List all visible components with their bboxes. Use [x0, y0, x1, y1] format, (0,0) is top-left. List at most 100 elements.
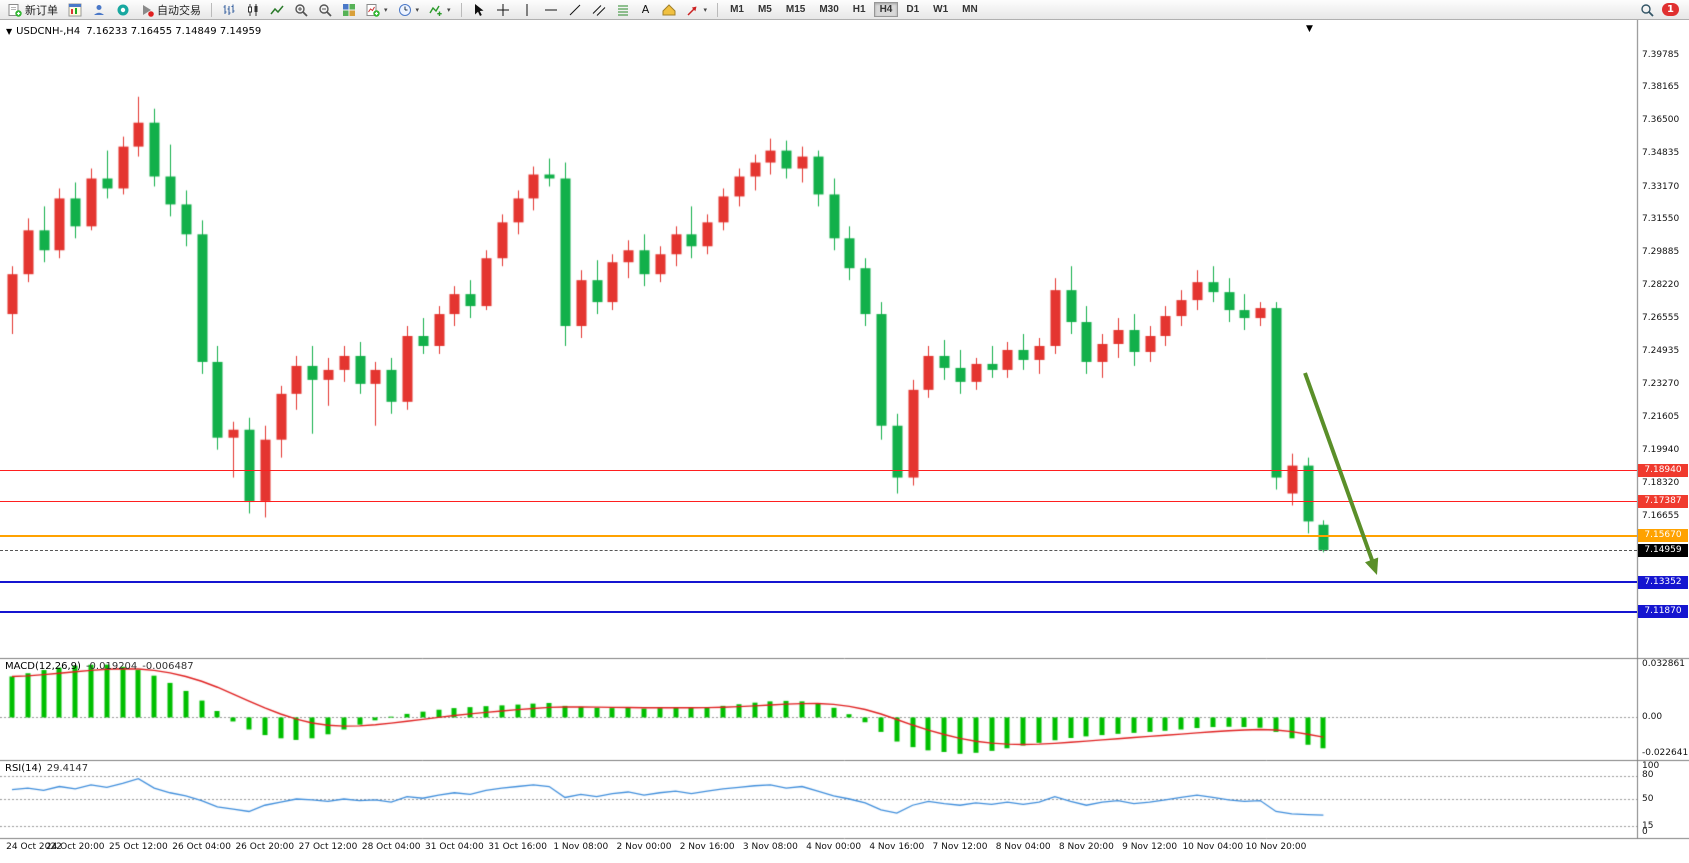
rsi-name: RSI(14): [5, 763, 42, 774]
time-axis-label: 24 Oct 2022: [6, 842, 62, 852]
price-axis-label: 7.18320: [1642, 477, 1680, 488]
current-price-line[interactable]: [0, 549, 1637, 551]
notification-badge[interactable]: 1: [1662, 3, 1679, 16]
rsi-value: 29.4147: [46, 763, 89, 774]
time-axis-label: 4 Nov 00:00: [806, 842, 862, 852]
time-axis-label: 2 Nov 00:00: [616, 842, 672, 852]
resistance-line-2[interactable]: [0, 501, 1637, 503]
price-axis-label: 7.29885: [1642, 247, 1680, 258]
trend-arrow-annotation[interactable]: [1290, 365, 1390, 600]
time-axis-label: 3 Nov 08:00: [742, 842, 798, 852]
price-axis-label: 7.38165: [1642, 81, 1680, 92]
bar-chart-mode-button[interactable]: [218, 0, 240, 20]
auto-trading-status-icon: [140, 3, 154, 17]
charts-window-button[interactable]: [64, 0, 86, 20]
time-axis-label: 26 Oct 04:00: [172, 842, 231, 852]
timeframe-d1[interactable]: D1: [900, 2, 925, 17]
clock-icon: [398, 3, 412, 17]
zoom-out-button[interactable]: [314, 0, 336, 20]
auto-trading-label: 自动交易: [157, 4, 201, 17]
timeframe-h4[interactable]: H4: [873, 2, 899, 17]
price-axis-label: 7.23270: [1642, 378, 1680, 389]
crosshair-tool-button[interactable]: [492, 0, 514, 20]
vertical-line-tool-button[interactable]: [516, 0, 538, 20]
timeframe-m5[interactable]: M5: [752, 2, 778, 17]
high-value: 7.16455: [130, 26, 173, 37]
price-axis-label: 7.33170: [1642, 181, 1680, 192]
timeframe-m30[interactable]: M30: [813, 2, 844, 17]
resistance-line-2-tag: 7.17387: [1638, 495, 1688, 509]
period-button[interactable]: ▾: [394, 0, 424, 20]
line-chart-mode-button[interactable]: [266, 0, 288, 20]
profiles-icon: [92, 3, 106, 17]
crosshair-icon: [496, 3, 510, 17]
timeframe-w1[interactable]: W1: [927, 2, 954, 17]
time-axis-label: 26 Oct 20:00: [235, 842, 295, 852]
price-axis-label: 7.36500: [1642, 115, 1680, 126]
time-axis-label: 8 Nov 20:00: [1058, 842, 1114, 852]
toolbar-separator: [211, 2, 212, 17]
label-tool-button[interactable]: [658, 0, 680, 20]
timeframe-h1[interactable]: H1: [847, 2, 872, 17]
trendline-tool-button[interactable]: [564, 0, 586, 20]
price-axis-label: 7.19940: [1642, 445, 1680, 456]
toolbar: 新订单 自动交易: [0, 0, 1689, 20]
timeframe-m1[interactable]: M1: [724, 2, 750, 17]
search-button[interactable]: [1636, 0, 1658, 20]
macd-axis-label: 0.032861: [1642, 659, 1685, 670]
time-axis-label: 2 Nov 16:00: [679, 842, 735, 852]
candlestick-mode-button[interactable]: [242, 0, 264, 20]
time-axis-label: 4 Nov 16:00: [869, 842, 925, 852]
tile-windows-button[interactable]: [338, 0, 360, 20]
time-axis-label: 25 Oct 12:00: [109, 842, 168, 852]
fibonacci-tool-button[interactable]: [612, 0, 634, 20]
chevron-down-icon: ▾: [703, 5, 708, 14]
time-axis-label: 31 Oct 04:00: [425, 842, 484, 852]
auto-trading-button[interactable]: 自动交易: [136, 1, 205, 19]
horizontal-line-tool-button[interactable]: [540, 0, 562, 20]
time-axis-label: 1 Nov 08:00: [553, 842, 609, 852]
timeframe-m15[interactable]: M15: [780, 2, 811, 17]
new-order-button[interactable]: 新订单: [4, 1, 62, 19]
macd-name: MACD(12,26,9): [5, 661, 81, 672]
chart-title: ▼ USDCNH-,H4 7.16233 7.16455 7.14849 7.149…: [6, 26, 261, 37]
arrows-tool-button[interactable]: ▾: [682, 0, 712, 20]
rsi-label: RSI(14) 29.4147: [5, 763, 88, 774]
timeframe-mn[interactable]: MN: [956, 2, 984, 17]
chart-shift-marker[interactable]: ▼: [1306, 24, 1313, 34]
price-axis-label: 7.26555: [1642, 313, 1680, 324]
support-line-blue-2[interactable]: [0, 610, 1637, 613]
rsi-axis-label: 100: [1642, 761, 1660, 771]
price-axis-label: 7.39785: [1642, 49, 1680, 60]
indicators-button[interactable]: ▾: [425, 0, 455, 20]
chevron-down-icon: ▾: [415, 5, 420, 14]
support-line-blue-1[interactable]: [0, 581, 1637, 584]
chart-area: ▼ USDCNH-,H4 7.16233 7.16455 7.14849 7.149…: [0, 20, 1689, 863]
profiles-button[interactable]: [88, 0, 110, 20]
time-axis-label: 10 Nov 04:00: [1182, 842, 1244, 852]
cursor-tool-button[interactable]: [468, 0, 490, 20]
support-line-blue-2-tag: 7.11870: [1638, 605, 1688, 619]
support-line-orange-tag: 7.15670: [1638, 529, 1688, 543]
search-icon: [1640, 3, 1654, 17]
resistance-line-1[interactable]: [0, 470, 1637, 472]
zoom-in-button[interactable]: [290, 0, 312, 20]
channel-tool-button[interactable]: [588, 0, 610, 20]
price-axis-label: 7.28220: [1642, 280, 1680, 291]
new-chart-button[interactable]: ▾: [362, 0, 392, 20]
text-tool-button[interactable]: A: [636, 0, 656, 20]
macd-axis-label: -0.022641: [1642, 748, 1689, 759]
chevron-down-icon: ▾: [447, 5, 451, 14]
community-button[interactable]: [112, 0, 134, 20]
support-line-blue-1-tag: 7.13352: [1638, 575, 1688, 589]
one-click-trading-toggle[interactable]: ▼: [6, 27, 13, 36]
candlestick-chart-icon: [246, 3, 260, 17]
support-line-orange[interactable]: [0, 534, 1637, 537]
current-price-line-tag: 7.14959: [1638, 543, 1688, 557]
new-chart-icon: [366, 3, 380, 17]
close-value: 7.14959: [219, 26, 262, 37]
chart-canvas[interactable]: [0, 20, 1689, 863]
new-order-label: 新订单: [25, 4, 58, 17]
low-value: 7.14849: [175, 26, 217, 37]
